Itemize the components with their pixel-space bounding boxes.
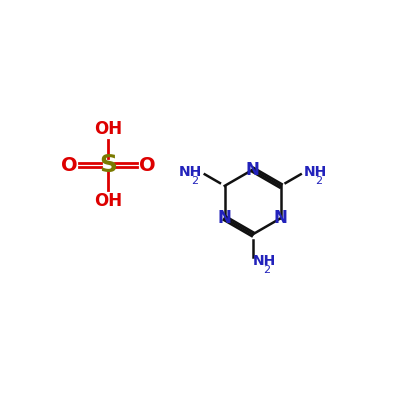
Text: 2: 2 [315,176,322,186]
Text: N: N [246,161,260,179]
Text: N: N [274,209,288,227]
Text: O: O [139,156,156,174]
Text: O: O [60,156,77,174]
Text: OH: OH [94,120,122,138]
Text: NH: NH [178,166,202,180]
Text: 2: 2 [264,264,271,274]
Text: N: N [218,209,232,227]
Text: NH: NH [304,166,327,180]
Text: NH: NH [253,254,276,268]
Text: S: S [99,153,117,177]
Text: 2: 2 [191,176,198,186]
Text: OH: OH [94,192,122,210]
